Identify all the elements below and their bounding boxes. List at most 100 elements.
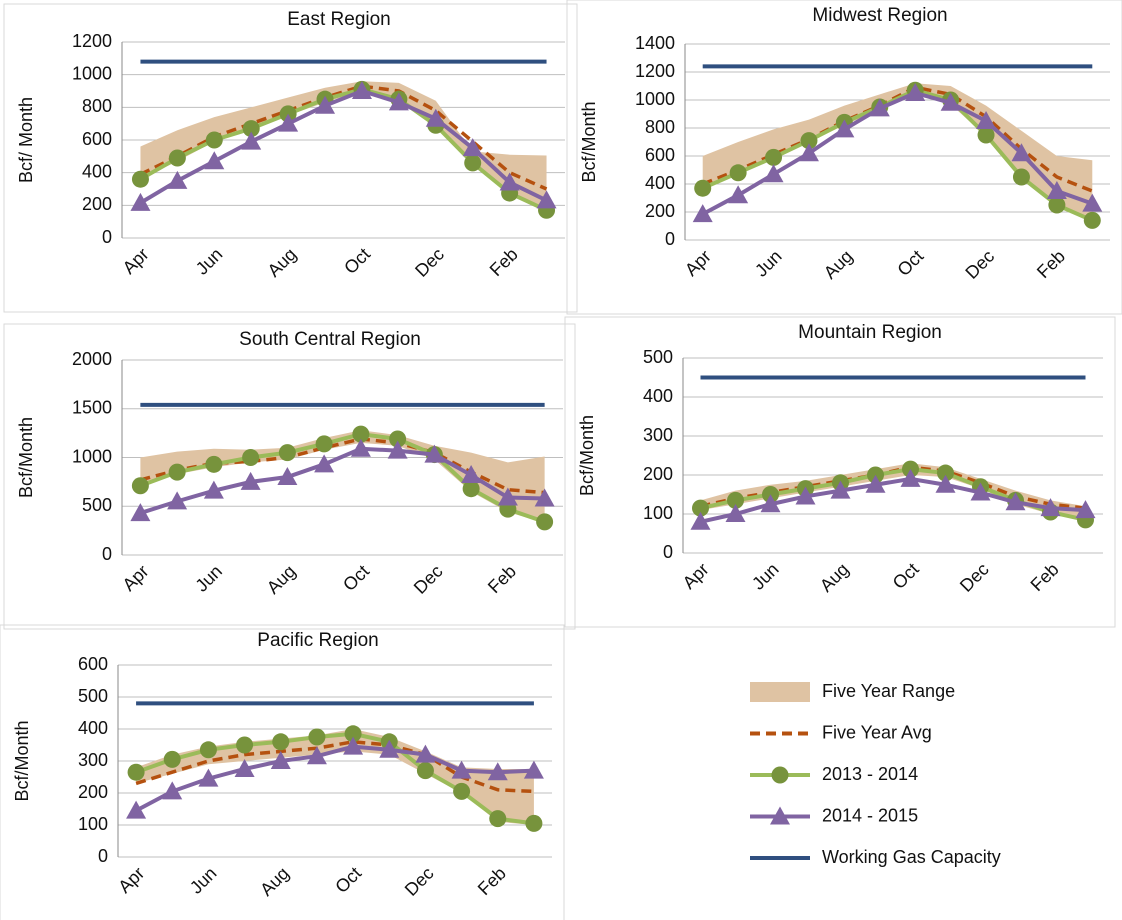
point-marker (536, 190, 557, 209)
point-marker (461, 465, 482, 484)
x-tick-label: Oct (893, 246, 927, 280)
y-tick-label: 0 (102, 544, 112, 564)
point-marker (830, 480, 851, 499)
point-marker (763, 164, 784, 183)
point-marker (314, 454, 335, 473)
range-area (140, 81, 547, 211)
x-tick-label: Apr (114, 863, 148, 897)
point-marker (168, 149, 186, 167)
point-marker (131, 170, 149, 188)
point-marker (352, 425, 370, 443)
y-axis-label: Bcf/Month (579, 101, 599, 182)
point-marker (1012, 168, 1030, 186)
point-marker (415, 744, 436, 763)
point-marker (729, 164, 747, 182)
point-marker (935, 474, 956, 493)
y-tick-label: 0 (98, 846, 108, 866)
point-marker (1005, 492, 1026, 511)
point-marker (690, 511, 711, 530)
chart-frame (3, 323, 576, 630)
y-tick-label: 400 (645, 173, 675, 193)
y-axis-label: Bcf/Month (16, 417, 36, 498)
point-marker (167, 170, 188, 189)
chart-panel: Mountain Region Bcf/Month 0 100 200 300 400 500… (564, 316, 1116, 628)
y-tick-label: 1500 (72, 398, 112, 418)
x-tick-label: Dec (961, 246, 998, 283)
point-marker (1075, 500, 1096, 519)
y-tick-label: 400 (78, 718, 108, 738)
y-tick-label: 400 (82, 161, 112, 181)
chart-panel: Midwest Region Bcf/Month 0 200 400 600 800 1000… (566, 0, 1122, 315)
point-marker (344, 725, 362, 743)
point-marker (205, 131, 223, 149)
x-tick-label: Dec (410, 561, 447, 598)
y-tick-label: 600 (645, 145, 675, 165)
y-tick-label: 0 (663, 542, 673, 562)
point-marker (388, 92, 409, 111)
legend-marker (771, 766, 789, 784)
point-marker (236, 736, 254, 754)
legend-label: 2013 - 2014 (822, 764, 918, 784)
point-marker (130, 192, 151, 211)
y-tick-label: 200 (82, 194, 112, 214)
y-tick-label: 0 (665, 229, 675, 249)
point-marker (937, 464, 954, 482)
point-marker (234, 759, 255, 777)
series (690, 468, 1096, 530)
x-tick-label: Dec (401, 863, 438, 900)
point-marker (976, 111, 997, 129)
point-marker (1046, 181, 1067, 199)
point-marker (462, 138, 483, 157)
point-marker (277, 467, 298, 485)
point-marker (869, 98, 890, 117)
point-marker (489, 810, 507, 828)
y-tick-label: 600 (78, 654, 108, 674)
series (139, 84, 548, 191)
x-tick-label: Apr (681, 246, 715, 280)
point-marker (270, 751, 291, 769)
point-marker (242, 120, 260, 138)
point-marker (198, 768, 219, 787)
point-marker (163, 750, 181, 768)
chart-title: Mountain Region (798, 322, 942, 343)
point-marker (694, 179, 712, 197)
point-marker (692, 204, 713, 223)
legend-label: Working Gas Capacity (822, 847, 1001, 867)
point-marker (315, 435, 333, 453)
point-marker (130, 503, 151, 522)
point-marker (308, 728, 326, 746)
y-tick-label: 500 (82, 495, 112, 515)
y-tick-label: 200 (645, 201, 675, 221)
range-area (136, 729, 534, 825)
series (140, 430, 545, 523)
point-marker (970, 482, 991, 501)
x-tick-label: Jun (748, 559, 783, 594)
x-tick-label: Apr (119, 561, 153, 595)
point-marker (525, 814, 543, 832)
point-marker (278, 113, 299, 132)
point-marker (242, 449, 260, 466)
point-marker (315, 95, 336, 114)
point-marker (725, 504, 746, 522)
y-tick-label: 800 (645, 117, 675, 137)
point-marker (453, 782, 471, 800)
point-marker (977, 126, 995, 144)
chart-title: Midwest Region (812, 5, 947, 26)
point-marker (350, 438, 371, 457)
point-marker (940, 92, 961, 111)
y-tick-label: 1400 (635, 33, 675, 53)
point-marker (240, 471, 261, 490)
point-marker (534, 488, 555, 507)
point-marker (728, 185, 749, 204)
legend-swatch (750, 682, 810, 702)
point-marker (1048, 196, 1066, 214)
point-marker (1082, 193, 1103, 212)
y-tick-label: 200 (78, 782, 108, 802)
series (130, 81, 557, 211)
x-tick-label: Jun (192, 244, 227, 279)
x-tick-label: Apr (119, 244, 153, 278)
y-tick-label: 1200 (635, 61, 675, 81)
point-marker (167, 491, 188, 510)
